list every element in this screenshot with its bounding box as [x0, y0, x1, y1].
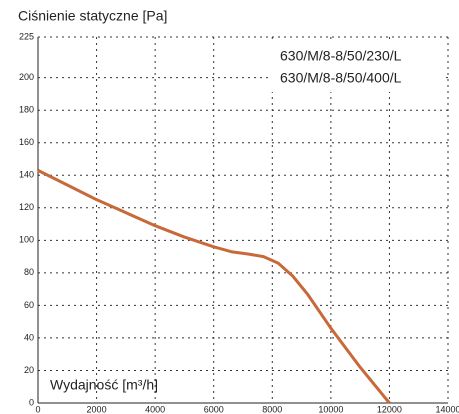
y-tick-label: 140 [19, 170, 34, 180]
x-tick-label: 6000 [204, 404, 224, 414]
legend-label: 630/M/8-8/50/230/L [280, 48, 402, 64]
y-tick-label: 225 [19, 31, 34, 41]
y-tick-label: 200 [19, 72, 34, 82]
x-tick-label: 14000 [435, 404, 459, 414]
y-tick-label: 180 [19, 105, 34, 115]
x-tick-label: 2000 [87, 404, 107, 414]
y-tick-label: 40 [24, 332, 34, 342]
x-axis-label: Wydajność [m³/h] [50, 377, 158, 393]
y-tick-label: 100 [19, 235, 34, 245]
legend-box [270, 40, 446, 92]
y-tick-label: 60 [24, 300, 34, 310]
x-tick-label: 4000 [145, 404, 165, 414]
legend-label: 630/M/8-8/50/400/L [280, 70, 402, 86]
y-tick-label: 120 [19, 202, 34, 212]
x-tick-label: 10000 [318, 404, 343, 414]
y-tick-label: 0 [29, 397, 34, 407]
x-tick-label: 0 [35, 404, 40, 414]
x-tick-label: 8000 [262, 404, 282, 414]
y-tick-label: 80 [24, 267, 34, 277]
chart-title: Ciśnienie statyczne [Pa] [18, 8, 167, 24]
curve [37, 169, 391, 404]
y-tick-label: 20 [24, 365, 34, 375]
y-tick-label: 160 [19, 137, 34, 147]
x-tick-label: 12000 [377, 404, 402, 414]
